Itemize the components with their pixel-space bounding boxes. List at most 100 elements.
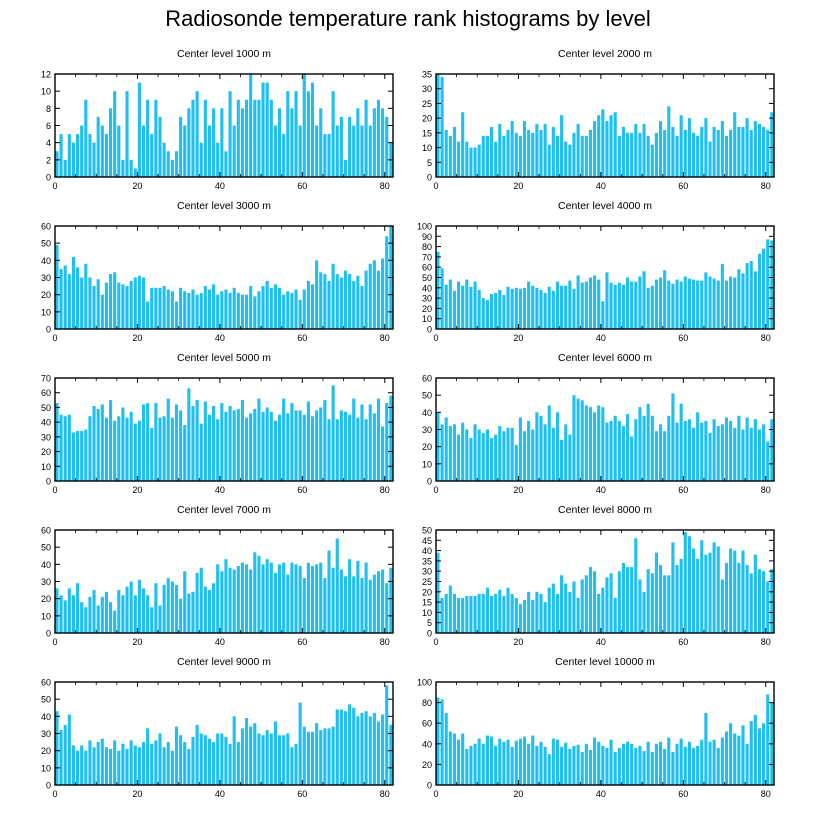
histogram-bar <box>212 108 216 177</box>
histogram-bar <box>265 730 269 785</box>
y-tick-label: 40 <box>422 546 432 556</box>
histogram-bar <box>700 540 704 633</box>
y-tick-label: 20 <box>422 304 432 314</box>
x-tick-label: 0 <box>433 181 438 191</box>
histogram-bar <box>671 126 675 177</box>
histogram-bar <box>59 730 63 785</box>
histogram-bar <box>269 99 273 177</box>
histogram-bar <box>444 593 448 633</box>
histogram-bar <box>485 735 489 785</box>
histogram-bar <box>261 564 265 633</box>
histogram-bar <box>560 439 564 481</box>
x-tick-label: 40 <box>596 485 606 495</box>
histogram-bar <box>518 135 522 177</box>
histogram-bar <box>510 593 514 633</box>
histogram-bar <box>137 82 141 177</box>
histogram-bar <box>179 116 183 177</box>
histogram-bar <box>700 280 704 329</box>
y-tick-label: 10 <box>41 307 51 317</box>
histogram-bar <box>141 742 146 785</box>
histogram-bar <box>667 106 671 177</box>
histogram-bar <box>733 112 737 177</box>
histogram-bar <box>174 584 179 633</box>
histogram-bar <box>174 151 179 177</box>
histogram-bar <box>141 588 146 633</box>
histogram-bar <box>385 116 389 177</box>
histogram-bar <box>522 736 527 785</box>
histogram-bar <box>531 285 535 329</box>
y-tick-label: 50 <box>41 543 51 553</box>
histogram-bar <box>220 403 224 481</box>
y-tick-label: 0 <box>427 781 432 791</box>
histogram-bar <box>671 393 675 481</box>
y-tick-label: 50 <box>41 403 51 413</box>
histogram-bar <box>712 739 716 785</box>
x-tick-label: 60 <box>297 789 307 799</box>
histogram-bar <box>663 748 667 785</box>
histogram-bar <box>506 427 510 481</box>
y-tick-label: 0 <box>427 325 432 335</box>
y-tick-label: 20 <box>41 594 51 604</box>
x-tick-label: 60 <box>297 333 307 343</box>
y-tick-label: 10 <box>422 314 432 324</box>
histogram-bar <box>356 716 360 785</box>
x-tick-label: 80 <box>761 789 771 799</box>
histogram-bar <box>327 728 331 785</box>
histogram-bar <box>125 586 129 633</box>
histogram-bar <box>543 746 547 785</box>
histogram-bar <box>601 745 605 785</box>
histogram-bar <box>290 747 294 785</box>
histogram-bar <box>166 578 170 633</box>
y-tick-label: 60 <box>41 388 51 398</box>
histogram-bar <box>343 576 348 633</box>
histogram-bar <box>555 412 560 481</box>
y-tick-label: 0 <box>46 173 51 183</box>
histogram-bar <box>720 121 724 177</box>
histogram-bar <box>440 597 444 633</box>
histogram-bar <box>605 577 609 633</box>
histogram-bar <box>125 286 129 329</box>
histogram-bar <box>733 277 737 329</box>
histogram-bar <box>757 253 762 329</box>
histogram-bar <box>741 725 745 785</box>
histogram-bar <box>104 282 108 329</box>
histogram-bar <box>277 564 282 633</box>
x-tick-label: 0 <box>433 637 438 647</box>
histogram-bar <box>282 562 286 633</box>
histogram-bar <box>498 289 502 329</box>
histogram-bar <box>236 292 240 329</box>
histogram-bar <box>502 295 506 329</box>
histogram-bar <box>749 261 753 329</box>
histogram-bar <box>282 134 286 177</box>
histogram-bar <box>125 91 129 177</box>
histogram-bar <box>452 424 457 481</box>
histogram-bar <box>593 121 597 177</box>
histogram-bar <box>535 412 539 481</box>
histogram-bar <box>696 412 700 481</box>
histogram-bar <box>265 407 269 481</box>
y-tick-label: 2 <box>46 155 51 165</box>
histogram-bar <box>448 135 452 177</box>
histogram-bar <box>150 134 154 177</box>
histogram-bar <box>626 567 630 633</box>
x-tick-label: 80 <box>380 181 390 191</box>
histogram-bar <box>121 284 125 329</box>
histogram-bar <box>477 289 481 329</box>
histogram-bar <box>745 417 749 481</box>
y-tick-label: 12 <box>41 70 51 80</box>
histogram-bar <box>654 431 658 481</box>
histogram-bar <box>327 134 331 177</box>
histogram-bar <box>162 286 166 329</box>
histogram-bar <box>700 126 704 177</box>
histogram-bar <box>356 560 360 633</box>
histogram-bar <box>174 404 179 481</box>
histogram-bar <box>634 124 638 177</box>
histogram-bar <box>634 747 638 785</box>
histogram-bar <box>339 410 343 481</box>
panel-title: Center level 6000 m <box>558 352 652 364</box>
histogram-bar <box>306 562 310 633</box>
histogram-bar <box>477 738 481 785</box>
histogram-bar <box>576 744 580 785</box>
histogram-bar <box>724 135 729 177</box>
histogram-bar <box>207 289 212 329</box>
